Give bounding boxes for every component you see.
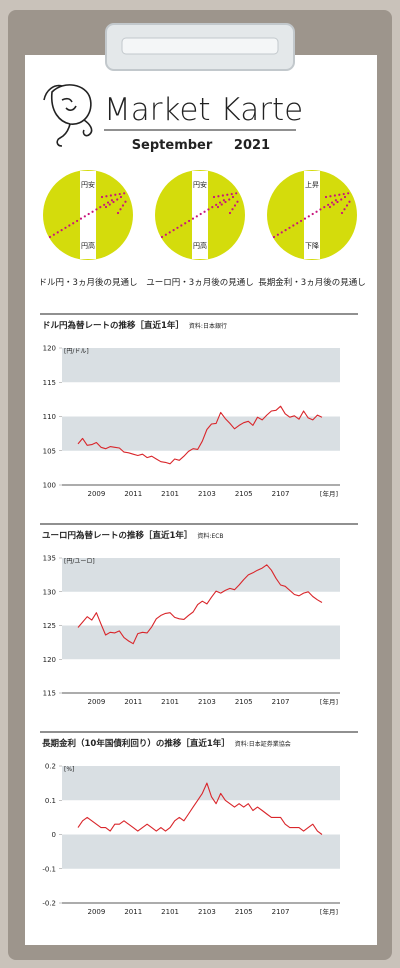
gauge-band [80, 171, 96, 259]
x-tick-label: 2009 [88, 698, 106, 706]
grid-band [62, 558, 340, 592]
y-tick-label: -0.2 [42, 900, 56, 908]
y-tick-label: 115 [43, 379, 56, 387]
logo [43, 84, 93, 147]
clip-slot [121, 37, 279, 55]
y-tick-label: 120 [43, 656, 56, 664]
y-tick-label: 100 [43, 482, 56, 490]
gauge-caption: ユーロ円・3ヵ月後の見通し [146, 277, 253, 288]
grid-band [62, 348, 340, 383]
gauge-caption: 長期金利・3ヵ月後の見通し [258, 277, 365, 288]
y-tick-label: -0.1 [42, 865, 56, 873]
y-tick-label: 115 [43, 690, 56, 698]
y-unit: [%] [64, 766, 74, 773]
gauge-band [304, 171, 320, 259]
grid-band [62, 625, 340, 660]
x-tick-label: 2101 [161, 490, 179, 498]
x-tick-label: 2107 [272, 698, 290, 706]
gauge-band [192, 171, 208, 259]
gauge-arrow [328, 193, 350, 209]
x-tick-label: 2103 [198, 908, 216, 916]
x-tick-label: 2011 [124, 908, 142, 916]
y-tick-label: 110 [43, 413, 56, 421]
x-tick-label: 2011 [124, 698, 142, 706]
x-tick-label: 2107 [272, 490, 290, 498]
grid-band [62, 834, 340, 869]
x-tick-label: 2101 [161, 908, 179, 916]
y-tick-label: 120 [43, 345, 56, 353]
gauge-arrow [160, 197, 228, 239]
chart-title: ドル円為替レートの推移［直近1年］ [42, 320, 184, 331]
y-tick-label: 135 [43, 555, 56, 563]
gauge-arrow [104, 193, 126, 209]
x-tick-label: 2107 [272, 908, 290, 916]
title: Market Karte [104, 92, 303, 128]
y-tick-label: 0 [52, 831, 56, 839]
x-tick-label: 2101 [161, 698, 179, 706]
gauge-caption: ドル円・3ヵ月後の見通し [39, 277, 138, 288]
chart-source: 資料:日本銀行 [189, 322, 227, 330]
y-tick-label: 0.1 [45, 797, 56, 805]
chart-source: 資料:日本証券業協会 [235, 740, 291, 748]
line [77, 782, 323, 835]
x-tick-label: 2105 [235, 490, 253, 498]
x-tick-label: 2009 [88, 908, 106, 916]
gauge-top: 円安 [193, 180, 207, 189]
grid-band [62, 416, 340, 451]
gauge-arrow [212, 191, 240, 199]
y-unit: [円/ユーロ] [64, 558, 95, 565]
gauge-arrow [272, 197, 340, 239]
year: 2021 [234, 138, 270, 153]
gauge-arrow [48, 197, 116, 239]
month: September [132, 138, 213, 153]
x-axis-label: [年月] [320, 907, 338, 916]
y-tick-label: 0.2 [45, 763, 56, 771]
y-tick-label: 130 [43, 588, 56, 596]
gauge-arrow [324, 191, 352, 199]
gauge-bottom: 下降 [305, 241, 319, 250]
y-unit: [円/ドル] [64, 348, 89, 355]
x-axis-label: [年月] [320, 489, 338, 498]
x-tick-label: 2103 [198, 698, 216, 706]
y-tick-label: 105 [43, 447, 56, 455]
line [77, 564, 323, 645]
x-tick-label: 2011 [124, 490, 142, 498]
x-axis-label: [年月] [320, 697, 338, 706]
gauge-bottom: 円高 [193, 241, 207, 250]
y-tick-label: 125 [43, 622, 56, 630]
gauge-top: 円安 [81, 180, 95, 189]
chart-title: ユーロ円為替レートの推移［直近1年］ [42, 530, 192, 541]
gauge-bottom: 円高 [81, 241, 95, 250]
x-tick-label: 2009 [88, 490, 106, 498]
x-tick-label: 2105 [235, 908, 253, 916]
chart-title: 長期金利（10年国債利回り）の推移［直近1年］ [42, 738, 230, 749]
gauge-top: 上昇 [305, 180, 319, 189]
x-tick-label: 2103 [198, 490, 216, 498]
gauge-arrow [100, 191, 128, 199]
gauge-arrow [216, 193, 238, 209]
chart-source: 資料:ECB [197, 532, 223, 540]
line [77, 405, 323, 465]
x-tick-label: 2105 [235, 698, 253, 706]
